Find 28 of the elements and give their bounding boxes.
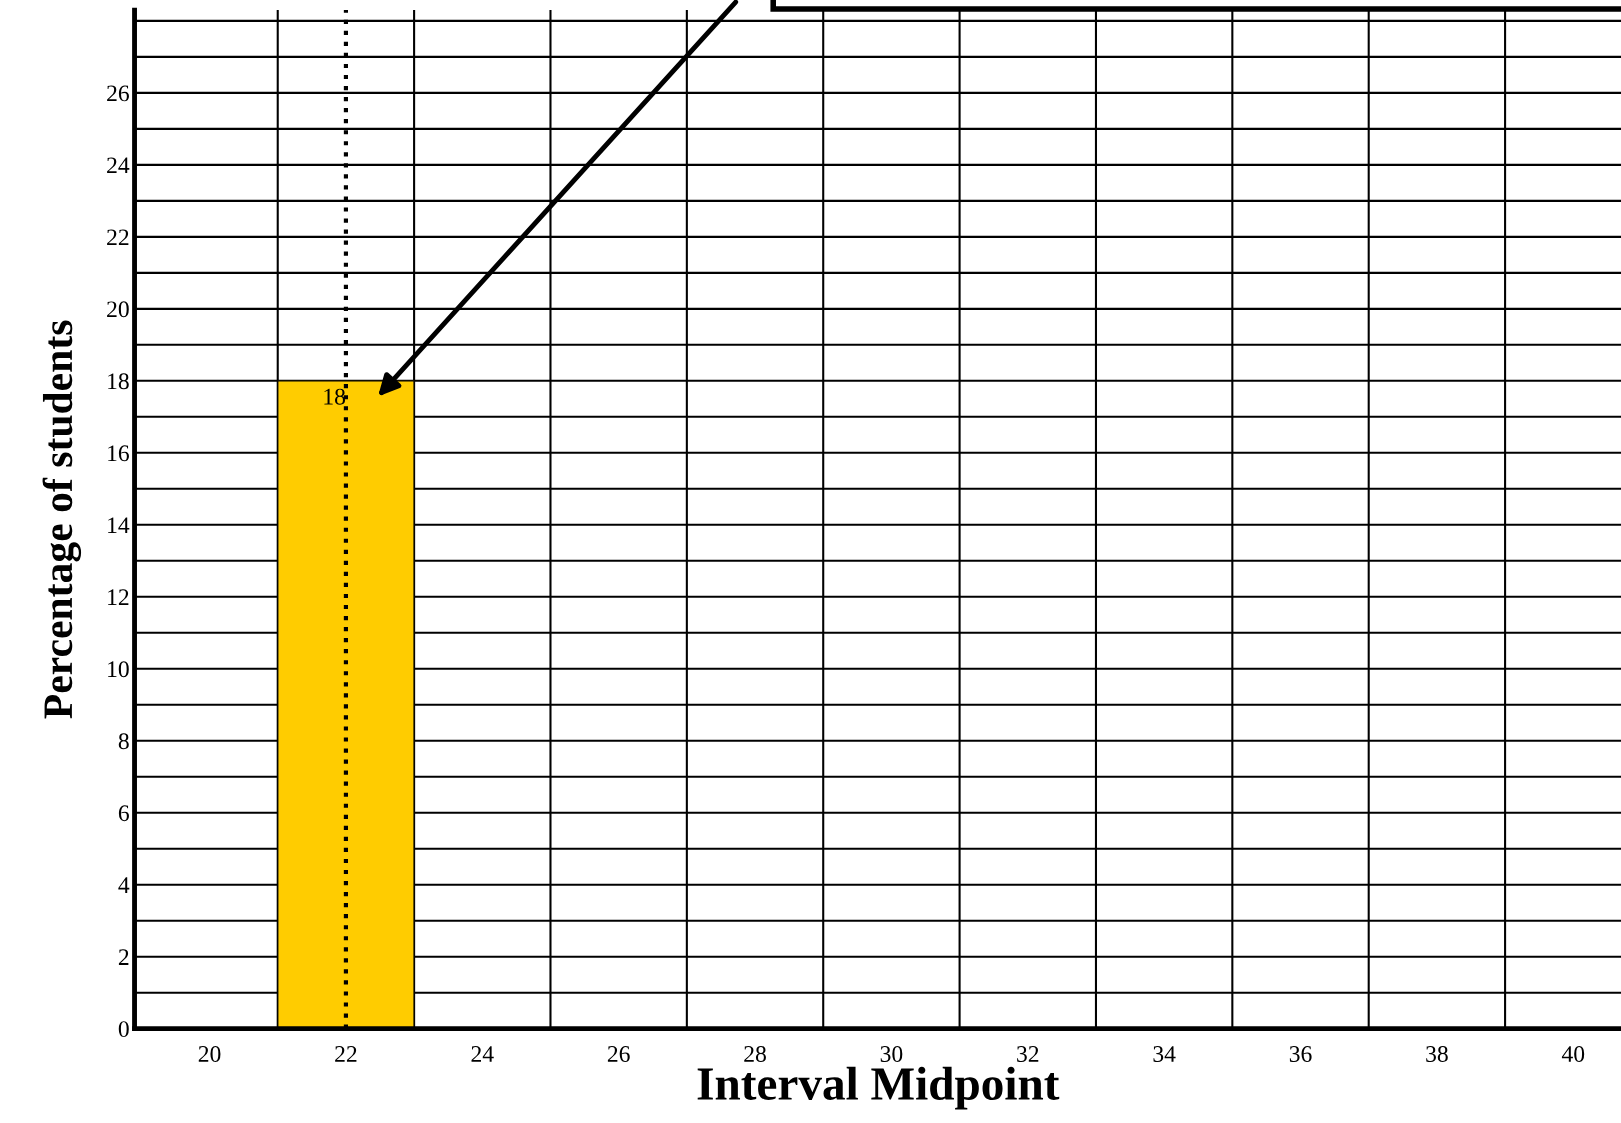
x-tick-label: 32 (1017, 1046, 1039, 1062)
y-tick-label: 22 (107, 229, 129, 246)
y-tick-label: 26 (107, 85, 129, 102)
x-tick-label: 38 (1426, 1046, 1448, 1062)
x-tick-label: 22 (335, 1046, 357, 1062)
y-tick-label: 8 (118, 733, 129, 750)
y-tick-label: 20 (107, 301, 129, 318)
x-tick-label: 26 (607, 1046, 630, 1062)
x-tick-label: 30 (880, 1046, 903, 1062)
x-tick-label: 40 (1561, 1046, 1585, 1062)
x-tick-label: 28 (744, 1046, 766, 1062)
y-tick-label: 18 (108, 373, 129, 390)
y-tick-label: 14 (108, 517, 130, 533)
x-tick-label: 20 (198, 1046, 221, 1062)
y-tick-label: 6 (118, 805, 129, 822)
data-label: 18 (324, 388, 346, 405)
x-tick-label: 36 (1289, 1046, 1312, 1062)
y-axis-title: Percentage of students (42, 320, 82, 719)
y-tick-label: 12 (108, 589, 129, 605)
y-tick-label: 10 (108, 661, 129, 678)
x-tick-label: 24 (471, 1046, 494, 1062)
x-axis-title: Interval Midpoint (697, 1066, 1060, 1110)
y-tick-label: 24 (107, 157, 130, 174)
y-tick-label: 0 (118, 1021, 129, 1038)
x-tick-label: 34 (1153, 1046, 1176, 1062)
y-tick-label: 16 (108, 445, 129, 462)
y-tick-label: 2 (118, 949, 129, 965)
y-tick-label: 4 (118, 877, 130, 893)
